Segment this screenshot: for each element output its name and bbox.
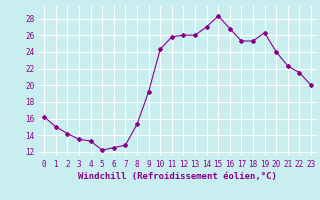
X-axis label: Windchill (Refroidissement éolien,°C): Windchill (Refroidissement éolien,°C): [78, 172, 277, 181]
